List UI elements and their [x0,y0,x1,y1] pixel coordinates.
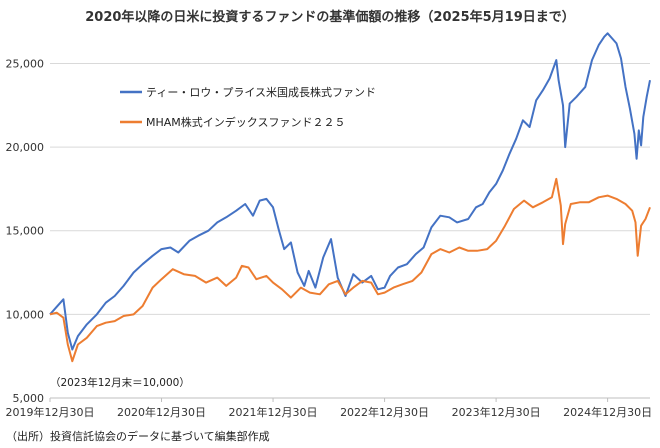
y-tick-label: 10,000 [6,308,45,321]
base-value-note: （2023年12月末＝10,000） [50,377,190,389]
x-tick-label: 2021年12月30日 [229,405,318,419]
chart-legend: ティー・ロウ・プライス米国成長株式ファンド MHAM株式インデックスファンド２２５ [120,85,376,129]
legend-label-2: MHAM株式インデックスファンド２２５ [146,115,345,129]
y-tick-label: 25,000 [6,57,45,70]
x-tick-label: 2023年12月30日 [452,405,541,419]
gridlines [50,62,650,399]
y-tick-label: 5,000 [13,392,45,405]
x-tick-label: 2019年12月30日 [6,405,95,419]
y-tick-label: 20,000 [6,141,45,154]
x-tick-label: 2024年12月30日 [563,405,652,419]
series-lines [49,32,651,363]
series-line-1 [49,32,651,351]
legend-label-1: ティー・ロウ・プライス米国成長株式ファンド [146,85,376,99]
chart-axes: 5,000 10,000 15,000 20,000 25,000 2019年12月30日… [6,57,653,419]
y-tick-label: 15,000 [6,225,45,238]
x-tick-label: 2022年12月30日 [340,405,429,419]
x-tick-label: 2020年12月30日 [117,405,206,419]
source-note: （出所）投資信託協会のデータに基づいて編集部作成 [6,430,270,443]
series-line-2 [49,177,651,363]
chart-title: 2020年以降の日米に投資するファンドの基準価額の推移（2025年5月19日まで… [85,10,575,25]
